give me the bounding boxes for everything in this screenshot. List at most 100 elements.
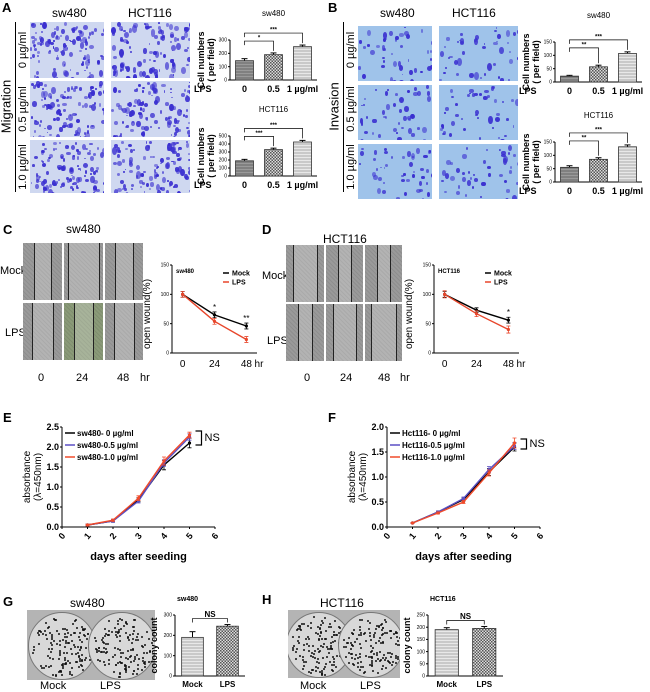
wound-edge xyxy=(297,304,299,361)
colony xyxy=(378,639,381,642)
colony xyxy=(40,667,43,670)
stained-cell xyxy=(124,125,127,129)
stained-cell xyxy=(41,42,44,45)
colony xyxy=(346,642,349,645)
legend-label: Hct116-0.5 µg/ml xyxy=(402,441,465,450)
stained-cell xyxy=(53,148,55,151)
col-label-hct116: HCT116 xyxy=(128,6,172,20)
stained-cell xyxy=(39,37,44,44)
stained-cell xyxy=(176,168,180,175)
colony xyxy=(50,635,53,638)
x-tick-label: Mock xyxy=(437,680,458,689)
colony xyxy=(369,621,372,624)
stained-cell xyxy=(358,163,361,165)
stained-cell xyxy=(446,37,450,42)
stained-cell xyxy=(473,38,478,46)
colony xyxy=(48,665,51,668)
stained-cell xyxy=(73,86,77,89)
y-axis-label: colony count xyxy=(402,617,412,673)
stained-cell xyxy=(125,114,129,117)
colony xyxy=(130,642,133,645)
colony xyxy=(310,671,313,674)
y-tick-label: 200 xyxy=(219,51,228,57)
x-unit-label: hr xyxy=(517,359,527,370)
stained-cell xyxy=(93,191,96,193)
y-axis-label: absorbance xyxy=(347,450,358,503)
wound-image xyxy=(23,243,62,300)
col-label-sw480: sw480 xyxy=(52,6,87,20)
stained-cell xyxy=(64,35,70,42)
stained-cell xyxy=(512,125,515,128)
stained-cell xyxy=(37,84,40,88)
stained-cell xyxy=(119,25,123,31)
colony xyxy=(377,625,380,628)
stained-cell xyxy=(461,118,464,121)
stained-cell xyxy=(136,164,141,170)
colony xyxy=(99,650,102,653)
time-label: 0 xyxy=(38,372,45,384)
stained-cell xyxy=(66,152,71,156)
bar xyxy=(560,166,579,183)
stained-cell xyxy=(509,59,514,64)
colony xyxy=(102,661,105,664)
colony xyxy=(312,669,315,672)
stained-cell xyxy=(157,25,162,30)
x-prefix-label: LPS xyxy=(519,86,537,96)
stained-cell xyxy=(86,125,90,129)
culture-dish xyxy=(88,612,155,680)
y-axis-label: ( per field) xyxy=(206,134,216,178)
stained-cell xyxy=(90,173,92,175)
stained-cell xyxy=(462,172,465,175)
colony xyxy=(324,637,327,640)
stained-cell xyxy=(57,167,61,170)
stained-cell xyxy=(158,69,161,72)
stained-cell xyxy=(66,87,71,92)
stained-cell xyxy=(62,95,67,99)
colony xyxy=(377,671,380,674)
stained-cell xyxy=(132,74,137,78)
stained-cell xyxy=(71,38,76,46)
colony xyxy=(116,648,119,651)
stained-cell xyxy=(48,92,53,98)
colony xyxy=(107,662,110,665)
colony xyxy=(123,625,126,628)
colony xyxy=(350,643,353,646)
colony xyxy=(344,655,347,658)
colony xyxy=(119,617,122,620)
stained-cell xyxy=(43,147,47,150)
stained-cell xyxy=(426,91,431,96)
colony xyxy=(47,655,50,658)
colony xyxy=(80,659,83,662)
stained-cell xyxy=(44,127,46,129)
colony xyxy=(344,645,347,648)
stained-cell xyxy=(501,150,506,156)
stained-cell xyxy=(53,141,57,145)
colony xyxy=(316,658,319,661)
colony xyxy=(359,656,362,659)
stained-cell xyxy=(45,170,50,176)
stained-cell xyxy=(31,23,37,28)
colony xyxy=(78,656,81,659)
stained-cell xyxy=(457,41,459,43)
stained-cell xyxy=(389,77,394,81)
stained-cell xyxy=(154,95,160,104)
wound-edge xyxy=(390,245,392,302)
y-tick-label: 300 xyxy=(219,38,228,44)
stained-cell xyxy=(397,136,402,140)
stained-cell xyxy=(506,118,509,122)
stained-cell xyxy=(91,90,95,96)
colony xyxy=(380,658,383,661)
wound-gap xyxy=(32,303,54,360)
stained-cell xyxy=(47,51,51,55)
stained-cell xyxy=(71,155,76,160)
stained-cell xyxy=(113,161,118,165)
stained-cell xyxy=(129,157,133,163)
stained-cell xyxy=(426,191,430,197)
x-tick-label: 5 xyxy=(509,531,520,541)
stained-cell xyxy=(493,41,498,46)
data-point xyxy=(212,319,217,323)
x-tick-label: 1 xyxy=(407,531,418,541)
significance-label: * xyxy=(507,308,510,317)
stained-cell xyxy=(504,198,510,199)
